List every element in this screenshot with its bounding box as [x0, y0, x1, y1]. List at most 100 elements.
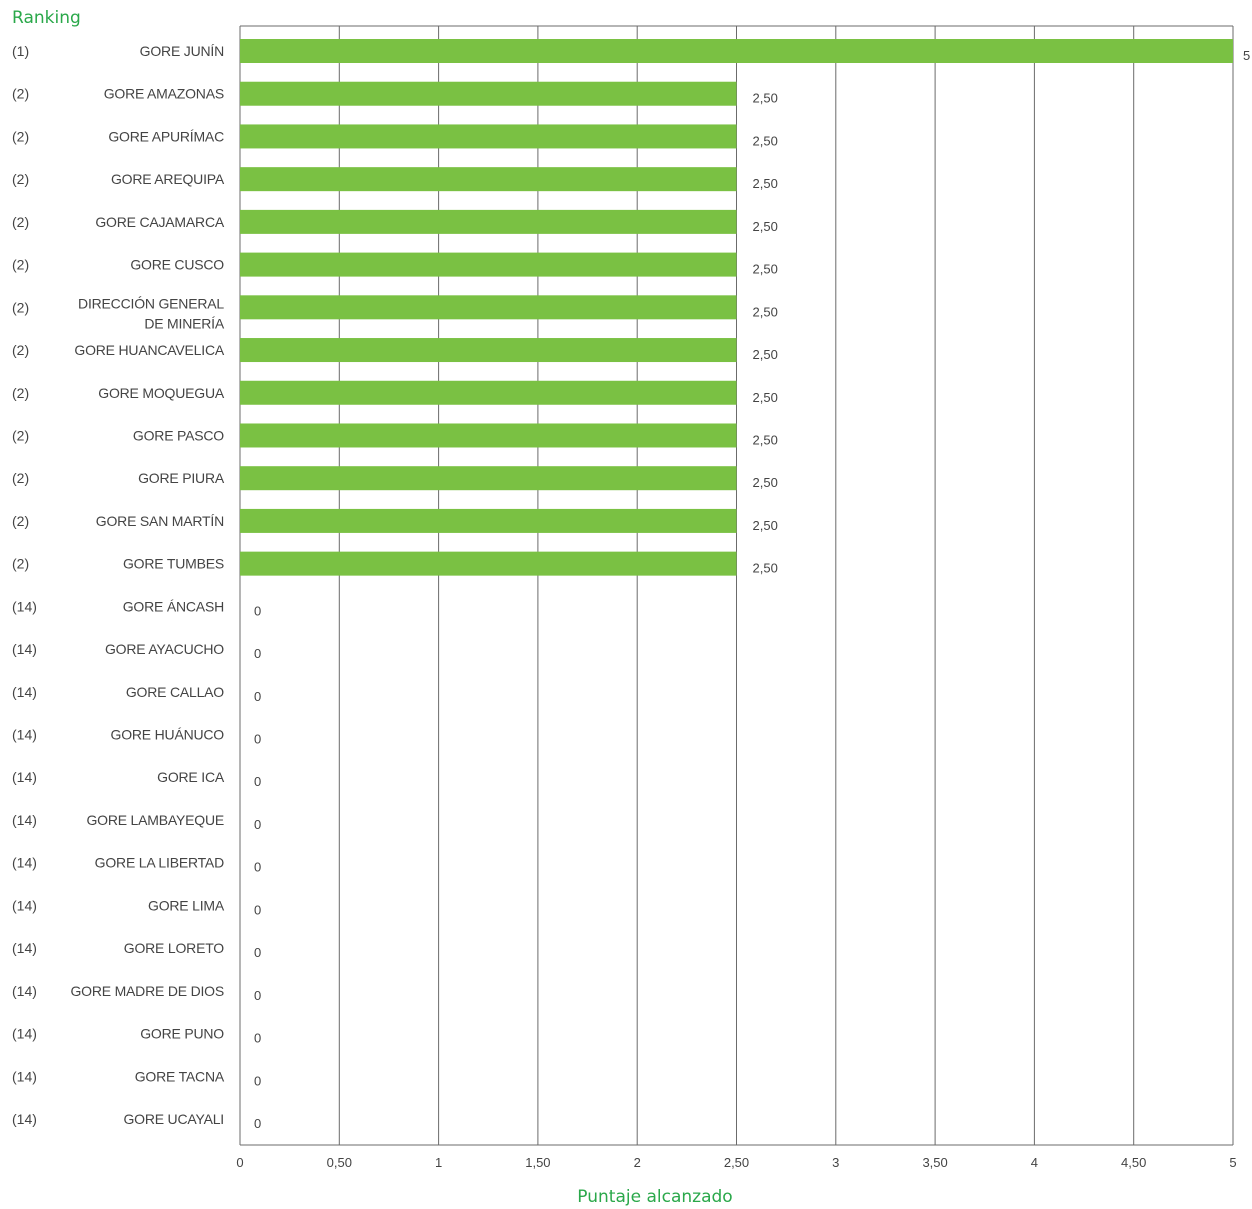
data-label: 2,50 [753, 475, 778, 490]
rank-label: (2) [12, 299, 29, 315]
data-label: 0 [254, 1031, 261, 1046]
category-label: GORE PIURA [138, 470, 225, 486]
bar [240, 39, 1233, 63]
rank-label: (14) [12, 855, 37, 871]
rank-label: (14) [12, 727, 37, 743]
bar [240, 380, 737, 405]
bar [240, 423, 737, 448]
data-label: 2,50 [753, 219, 778, 234]
category-label: GORE PASCO [133, 427, 224, 443]
data-label: 0 [254, 945, 261, 960]
rank-label: (2) [12, 470, 29, 486]
category-label: GORE ICA [157, 769, 225, 785]
data-label: 2,50 [753, 133, 778, 148]
rank-label: (14) [12, 769, 37, 785]
category-label: GORE AREQUIPA [111, 171, 225, 187]
data-label: 0 [254, 689, 261, 704]
category-label: GORE MADRE DE DIOS [70, 983, 224, 999]
rank-label: (14) [12, 897, 37, 913]
rank-label: (14) [12, 812, 37, 828]
category-label: GORE HUÁNUCO [111, 727, 225, 743]
data-label: 0 [254, 988, 261, 1003]
data-label: 2,50 [753, 347, 778, 362]
category-label: GORE PUNO [140, 1026, 224, 1042]
category-label: DE MINERÍA [144, 315, 225, 331]
x-tick-label: 3 [832, 1155, 839, 1170]
rank-label: (14) [12, 1068, 37, 1084]
data-label: 2,50 [753, 432, 778, 447]
rank-label: (1) [12, 43, 29, 59]
rank-label: (2) [12, 427, 29, 443]
x-tick-label: 1 [435, 1155, 442, 1170]
category-label: GORE UCAYALI [123, 1111, 224, 1127]
x-tick-label: 3,50 [922, 1155, 947, 1170]
data-label: 2,50 [753, 91, 778, 106]
bar [240, 252, 737, 277]
rank-label: (14) [12, 1111, 37, 1127]
rank-label: (2) [12, 128, 29, 144]
category-label: GORE JUNÍN [140, 43, 224, 59]
data-label: 2,50 [753, 262, 778, 277]
data-label: 2,50 [753, 561, 778, 576]
category-label: GORE LAMBAYEQUE [86, 812, 224, 828]
category-label: GORE LA LIBERTAD [95, 855, 224, 871]
category-label: GORE CALLAO [126, 684, 224, 700]
bar [240, 551, 737, 576]
data-label: 0 [254, 732, 261, 747]
data-label: 0 [254, 1116, 261, 1131]
category-label: GORE AYACUCHO [105, 641, 224, 657]
rank-label: (14) [12, 598, 37, 614]
x-tick-label: 4 [1031, 1155, 1038, 1170]
rank-label: (2) [12, 556, 29, 572]
data-label: 0 [254, 1073, 261, 1088]
bar [240, 167, 737, 192]
category-label: GORE LORETO [124, 940, 225, 956]
rank-label: (14) [12, 940, 37, 956]
data-label: 0 [254, 603, 261, 618]
data-label: 2,50 [753, 304, 778, 319]
data-label: 2,50 [753, 390, 778, 405]
category-label: GORE LIMA [148, 897, 225, 913]
x-tick-label: 4,50 [1121, 1155, 1146, 1170]
category-label: GORE AMAZONAS [104, 86, 224, 102]
rank-label: (2) [12, 385, 29, 401]
ranking-column-header: Ranking [12, 8, 81, 28]
rank-label: (2) [12, 342, 29, 358]
bar [240, 295, 737, 320]
rank-label: (2) [12, 214, 29, 230]
rank-label: (14) [12, 983, 37, 999]
category-label: GORE TUMBES [123, 556, 224, 572]
category-label: GORE TACNA [135, 1068, 225, 1084]
data-label: 5 [1243, 48, 1250, 63]
rank-label: (2) [12, 513, 29, 529]
rank-label: (14) [12, 1026, 37, 1042]
bar [240, 124, 737, 149]
category-label: GORE HUANCAVELICA [74, 342, 224, 358]
category-label: GORE APURÍMAC [108, 128, 224, 144]
data-label: 0 [254, 860, 261, 875]
bar [240, 81, 737, 106]
data-label: 2,50 [753, 176, 778, 191]
rank-label: (14) [12, 684, 37, 700]
x-tick-label: 2 [634, 1155, 641, 1170]
bar [240, 466, 737, 491]
data-label: 0 [254, 902, 261, 917]
category-label: GORE CUSCO [130, 257, 224, 273]
x-tick-label: 2,50 [724, 1155, 749, 1170]
bar [240, 508, 737, 533]
data-label: 0 [254, 774, 261, 789]
category-label: GORE CAJAMARCA [95, 214, 225, 230]
category-label: GORE SAN MARTÍN [96, 513, 224, 529]
category-label: DIRECCIÓN GENERAL [78, 295, 224, 311]
x-tick-label: 1,50 [525, 1155, 550, 1170]
x-axis-title: Puntaje alcanzado [577, 1187, 733, 1207]
category-label: GORE MOQUEGUA [98, 385, 225, 401]
rank-label: (2) [12, 171, 29, 187]
bar [240, 209, 737, 234]
rank-label: (14) [12, 641, 37, 657]
bar [240, 338, 737, 363]
rank-label: (2) [12, 257, 29, 273]
x-tick-label: 0 [236, 1155, 243, 1170]
data-label: 2,50 [753, 518, 778, 533]
